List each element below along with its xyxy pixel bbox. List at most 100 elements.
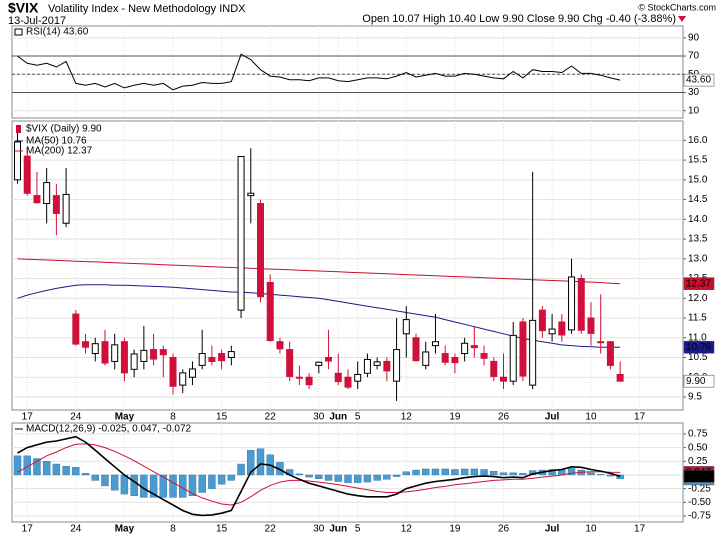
series-line [17, 435, 621, 517]
candle-body [276, 341, 284, 350]
x-tick-label: Jun [329, 524, 347, 535]
histogram-bar [334, 474, 342, 482]
candle-body [587, 317, 595, 334]
histogram-bar [363, 474, 372, 483]
candle-body [597, 341, 605, 344]
x-tick-label: May [115, 524, 135, 535]
x-tick-label: 5 [355, 524, 361, 535]
candle-body [538, 309, 546, 332]
candle-body [325, 356, 333, 362]
y-tick-label: 15.0 [688, 174, 708, 185]
x-tick-label: 8 [170, 524, 176, 535]
candle-body [247, 192, 255, 197]
last-value-box [683, 277, 715, 290]
x-tick-label: 15 [216, 412, 228, 423]
y-tick-label: 13.5 [688, 234, 708, 245]
candle-body [315, 361, 323, 366]
y-tick-label: 13.0 [688, 253, 708, 264]
candle-body [227, 351, 235, 358]
y-tick-label: 0.25 [688, 456, 708, 467]
candle-body [23, 155, 31, 194]
y-tick-label: 11.5 [688, 313, 707, 324]
histogram-bar [247, 450, 255, 476]
candle-body [470, 345, 478, 349]
histogram-bar [217, 474, 226, 485]
x-tick-label: 15 [216, 524, 228, 535]
candle-body [91, 343, 99, 355]
candle-body [373, 361, 381, 366]
histogram-bar [33, 458, 41, 476]
candle-body [52, 195, 60, 214]
candle-body [198, 353, 206, 366]
histogram-bar [460, 468, 469, 476]
x-tick-label: 22 [265, 524, 277, 535]
y-tick-label: 10.5 [688, 352, 708, 363]
candle-body [402, 319, 410, 335]
credit: © StockCharts.com [638, 2, 716, 12]
last-value-box [683, 73, 715, 87]
histogram-bar [606, 474, 615, 477]
legend-label: MACD(12,26,9) -0.025, 0.047, -0.072 [26, 424, 192, 435]
candle-body [295, 376, 303, 379]
histogram-bar [159, 474, 168, 498]
last-value-label: 9.90 [686, 376, 706, 387]
candle-body [14, 141, 21, 181]
y-tick-label: 10 [688, 105, 700, 116]
x-tick-label: 19 [449, 412, 461, 423]
x-tick-label: 17 [634, 412, 646, 423]
down-arrow [678, 16, 686, 22]
x-tick-label: 30 [313, 524, 325, 535]
candle-body [208, 356, 216, 362]
candle-body [33, 195, 41, 204]
y-tick-label: 30 [688, 87, 700, 98]
y-tick-label: 12.0 [688, 293, 708, 304]
candle-body [179, 372, 187, 386]
y-tick-label: 16.0 [688, 135, 708, 146]
legend-swatch [14, 28, 23, 36]
candle-body [169, 356, 177, 387]
histogram-bar [169, 474, 177, 498]
histogram-bar [412, 469, 420, 476]
legend-label: $VIX (Daily) 9.90 [26, 124, 102, 135]
candle-body [577, 278, 585, 331]
histogram-bar [208, 474, 216, 489]
histogram-bar [81, 473, 90, 476]
histogram-bar [62, 466, 70, 476]
histogram-bar [315, 474, 323, 479]
y-tick-label: 14.5 [688, 194, 708, 205]
candle-body [111, 344, 119, 362]
candle-body [150, 349, 158, 360]
candle-body [616, 373, 624, 382]
y-tick-label: -0.75 [688, 511, 711, 522]
y-tick-label: 90 [688, 32, 700, 43]
candle-body [257, 203, 264, 298]
histogram-bar [451, 469, 459, 476]
histogram-bar [587, 472, 595, 476]
histogram-bar [130, 474, 138, 496]
histogram-bar [431, 468, 440, 476]
histogram-bar [42, 461, 51, 476]
candle-body [480, 353, 488, 359]
candle-body [159, 349, 167, 356]
candle-body [101, 341, 109, 364]
histogram-bar [91, 474, 99, 481]
histogram-bar [422, 468, 430, 476]
last-value-box [683, 470, 715, 483]
x-tick-label: 24 [70, 412, 82, 423]
histogram-bar [383, 474, 391, 480]
legend-label: MA(200) 12.37 [26, 146, 93, 157]
candle-body [519, 321, 527, 377]
x-tick-label: Jun [329, 412, 347, 423]
panel-frame [11, 25, 684, 119]
x-tick-label: 17 [22, 524, 34, 535]
histogram-bar [120, 474, 129, 495]
histogram-bar [13, 455, 22, 476]
x-tick-label: 24 [70, 524, 82, 535]
y-tick-label: 15.5 [688, 155, 708, 166]
histogram-bar [237, 463, 245, 476]
histogram-bar [392, 474, 401, 477]
y-tick-label: 70 [688, 51, 700, 62]
candle-body [441, 353, 449, 363]
